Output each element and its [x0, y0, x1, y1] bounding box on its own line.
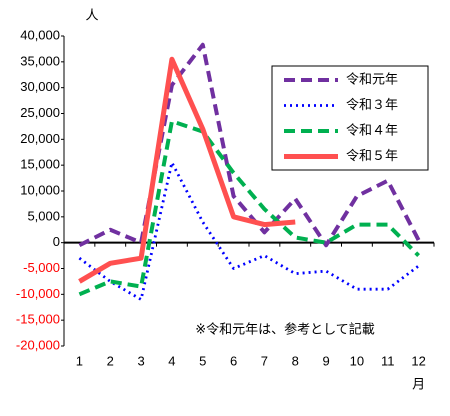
y-tick-label: 20,000 — [20, 131, 60, 146]
legend-label: 令和３年 — [346, 97, 398, 112]
y-tick-label: 5,000 — [27, 208, 60, 223]
x-tick-label: 6 — [230, 353, 237, 368]
x-tick-label: 8 — [292, 353, 299, 368]
legend-label: 令和４年 — [346, 122, 398, 137]
y-tick-label: 0 — [53, 234, 60, 249]
y-tick-label: 10,000 — [20, 182, 60, 197]
x-tick-label: 10 — [350, 353, 364, 368]
series-line — [78, 161, 420, 301]
annotation: ※令和元年は、参考として記載 — [195, 321, 375, 336]
x-tick-label: 11 — [381, 353, 395, 368]
x-tick-label: 3 — [137, 353, 144, 368]
y-unit: 人 — [85, 7, 98, 22]
series-line — [78, 42, 421, 248]
legend-label: 令和元年 — [346, 71, 398, 86]
y-tick-label: 25,000 — [20, 105, 60, 120]
legend-box — [271, 65, 429, 171]
y-tick-label: 35,000 — [20, 53, 60, 68]
x-tick-label: 2 — [107, 353, 114, 368]
y-tick-label: 30,000 — [20, 79, 60, 94]
x-tick-label: 9 — [322, 353, 329, 368]
x-unit: 月 — [412, 376, 425, 391]
x-tick-label: 7 — [261, 353, 268, 368]
legend-label: 令和５年 — [346, 148, 398, 163]
series-line — [78, 119, 421, 297]
y-tick-label: -5,000 — [23, 260, 60, 275]
x-tick-label: 5 — [199, 353, 206, 368]
series-line — [78, 56, 296, 284]
x-tick-label: 4 — [168, 353, 175, 368]
y-tick-label: 40,000 — [20, 27, 60, 42]
y-tick-label: -10,000 — [16, 286, 60, 301]
y-tick-label: -15,000 — [16, 312, 60, 327]
y-tick-label: -20,000 — [16, 337, 60, 352]
x-tick-label: 12 — [411, 353, 425, 368]
x-tick-label: 1 — [76, 353, 83, 368]
y-tick-label: 15,000 — [20, 157, 60, 172]
